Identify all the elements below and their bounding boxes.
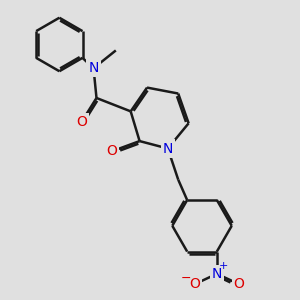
Text: N: N xyxy=(88,61,99,75)
Text: O: O xyxy=(189,277,200,291)
Text: +: + xyxy=(219,261,228,272)
Text: O: O xyxy=(106,145,117,158)
Text: −: − xyxy=(181,272,191,285)
Text: O: O xyxy=(234,277,244,291)
Text: N: N xyxy=(163,142,173,155)
Text: O: O xyxy=(76,115,87,129)
Text: N: N xyxy=(212,267,222,281)
